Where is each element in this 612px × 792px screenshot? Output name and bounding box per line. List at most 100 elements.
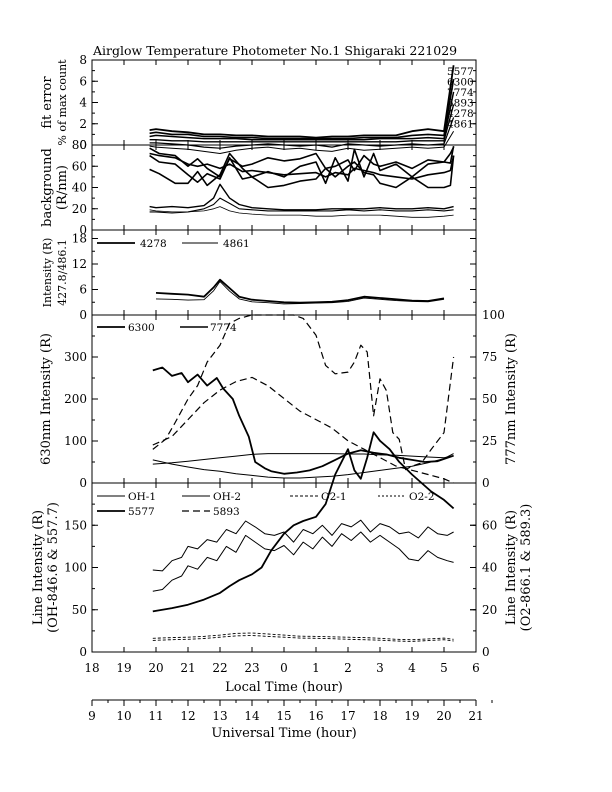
series-line-unnamed-1: [152, 453, 454, 465]
series-line-4278: [149, 117, 455, 149]
x-tick-label-universal: 13: [212, 709, 227, 723]
x-tick-label-local: 5: [440, 661, 448, 675]
y-tick-label: 2: [79, 117, 87, 131]
legend-label: 4861: [223, 238, 250, 250]
panel-frame: [91, 314, 477, 484]
legend-label: 6300: [128, 322, 155, 334]
y-axis-label: fit error: [40, 76, 55, 129]
y-tick-label: 100: [64, 434, 87, 448]
x-tick-label-universal: 18: [372, 709, 387, 723]
y-tick-label: 0: [79, 138, 87, 152]
series-line-unnamed-2: [152, 453, 454, 479]
y-right-axis-label: (O2-866.1 & 589.3): [519, 504, 534, 632]
x-tick-label-local: 1: [312, 661, 320, 675]
x-tick-label-universal: 19: [404, 709, 419, 723]
x-tick-label-local: 20: [148, 661, 163, 675]
legend-label: 7774: [447, 87, 474, 99]
legend-label: OH-2: [213, 491, 241, 503]
x-tick-label-local: 21: [180, 661, 195, 675]
y-tick-label: 6: [79, 283, 87, 297]
series-line-O2-2: [152, 635, 454, 642]
series-line-unnamed-0: [149, 145, 455, 178]
y-tick-label: 60: [72, 159, 87, 173]
y-tick-label: 80: [72, 138, 87, 152]
panel-frame: [91, 59, 477, 146]
x-tick-label-universal: 9: [88, 709, 96, 723]
x-tick-label-local: 18: [84, 661, 99, 675]
series-line-7774: [149, 91, 455, 141]
y-axis-label: (OH-846.6 & 557.7): [46, 502, 61, 633]
legend-label: 5893: [447, 98, 474, 110]
x-tick-label-local: 2: [344, 661, 352, 675]
y-right-tick-label: 75: [482, 350, 497, 364]
legend-label: 4278: [140, 238, 167, 250]
x-tick-label-universal: 20: [436, 709, 451, 723]
y-right-tick-label: 100: [482, 308, 505, 322]
legend-label: 4861: [447, 119, 474, 131]
x-tick-label-local: 3: [376, 661, 384, 675]
y-tick-label: 40: [72, 181, 87, 195]
y-axis-label: (R/nm): [55, 165, 70, 210]
series-line-unnamed-3: [149, 152, 455, 180]
panel-fit_error: 0 2 4 6 8 fit error% of max count 557763007774…: [40, 53, 477, 154]
legend-label: OH-1: [128, 491, 156, 503]
legend-label: 5893: [213, 506, 240, 518]
y-tick-label: 50: [72, 603, 87, 617]
series-line-5893: [152, 376, 454, 484]
x-tick-label-universal: 16: [308, 709, 323, 723]
y-tick-label: 18: [72, 232, 87, 246]
x-tick-label-universal: 17: [340, 709, 355, 723]
y-axis-label: background: [40, 148, 55, 227]
x-tick-label-local: 22: [212, 661, 227, 675]
y-tick-label: 200: [64, 392, 87, 406]
y-right-tick-label: 25: [482, 434, 497, 448]
y-right-tick-label: 60: [482, 518, 497, 532]
series-line-unnamed-4: [149, 183, 454, 211]
x-tick-label-local: 0: [280, 661, 288, 675]
series-line-4278: [155, 278, 445, 304]
panel-blue_intensity: 0 6 12 18 Intensity (R) 427.8/486.1 4278 4861: [41, 229, 477, 322]
x-tick-label-universal: 15: [276, 709, 291, 723]
x-tick-label-local: 19: [116, 661, 131, 675]
series-line-unnamed-6: [149, 206, 454, 218]
y-right-tick-label: 40: [482, 561, 497, 575]
chart-title: Airglow Temperature Photometer No.1 Shig…: [92, 43, 457, 58]
y-axis-label: 630nm Intensity (R): [39, 333, 54, 465]
x-tick-label-local: 6: [472, 661, 480, 675]
y-right-axis-label: Line Intensity (R): [504, 510, 519, 625]
y-tick-label: 0: [79, 645, 87, 659]
y-tick-label: 4: [79, 96, 87, 110]
legend-label: O2-2: [409, 491, 435, 503]
series-line-unnamed-2: [149, 152, 455, 189]
y-axis-label: Intensity (R): [41, 238, 54, 308]
y-tick-label: 100: [64, 561, 87, 575]
y-tick-label: 20: [72, 202, 87, 216]
series-line-OH-2: [152, 531, 454, 592]
x-tick-label-universal: 10: [116, 709, 131, 723]
series-line-unnamed-1: [149, 146, 455, 185]
y-tick-label: 150: [64, 518, 87, 532]
legend-label: O2-1: [321, 491, 347, 503]
y-tick-label: 6: [79, 74, 87, 88]
series-line-5577: [152, 431, 455, 613]
x-tick-label-universal: 21: [468, 709, 483, 723]
x-tick-label-local: 4: [408, 661, 416, 675]
y-tick-label: 8: [79, 53, 87, 67]
y-tick-label: 300: [64, 350, 87, 364]
series-line-4861: [149, 130, 455, 154]
y-right-tick-label: 0: [482, 476, 490, 490]
x-tick-label-universal: 11: [148, 709, 163, 723]
series-line-6300: [149, 78, 455, 140]
x-tick-label-local: 23: [244, 661, 259, 675]
series-line-7774: [152, 314, 455, 471]
y-tick-label: 0: [79, 308, 87, 322]
x-axis-label-universal: Universal Time (hour): [211, 726, 356, 741]
legend-label: 4278: [447, 108, 474, 120]
y-axis-label: 427.8/486.1: [56, 239, 69, 306]
series-line-OH-1: [152, 519, 454, 572]
legend-label: 5577: [447, 66, 474, 78]
series-line-4861: [155, 280, 445, 305]
series-line-O2-1: [152, 632, 454, 641]
legend-label: 7774: [210, 322, 237, 334]
